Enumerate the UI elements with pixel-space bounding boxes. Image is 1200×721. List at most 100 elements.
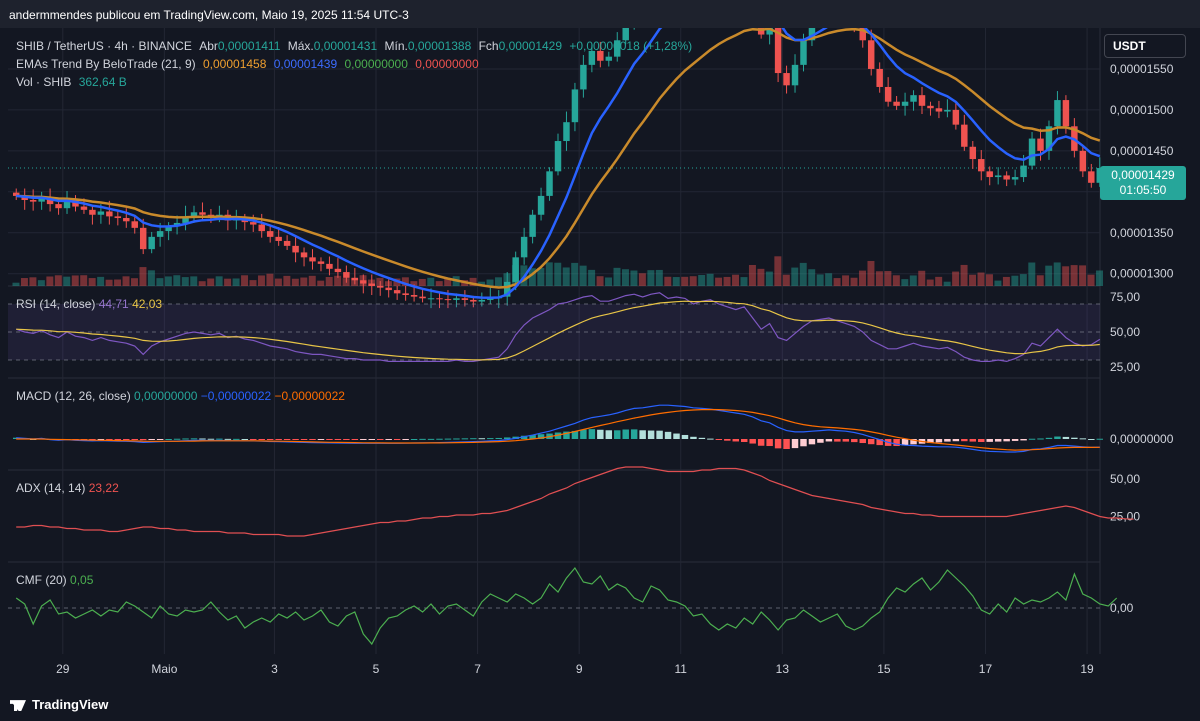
symbol-title[interactable]: SHIB / TetherUS · 4h · BINANCE (16, 39, 192, 53)
candle (139, 227, 147, 250)
macd-hist-bar (334, 439, 342, 440)
volume-bar (300, 277, 308, 286)
candle (80, 206, 88, 210)
price-tick-label: 0,00001300 (1110, 267, 1174, 281)
volume-bar (215, 276, 223, 286)
cmf-tick-label: 0,00 (1110, 601, 1134, 615)
macd-hist-bar (300, 439, 308, 440)
macd-hist-bar (182, 438, 189, 440)
candle (1079, 150, 1087, 172)
macd-line-value: −0,00000022 (200, 389, 272, 403)
macd-hist-bar (148, 439, 155, 440)
ema-label[interactable]: EMAs Trend By BeloTrade (21, 9) (16, 57, 196, 71)
macd-hist-bar (283, 439, 291, 440)
volume-bar (495, 277, 502, 286)
macd-hist-bar (190, 438, 198, 440)
tradingview-logo[interactable]: TradingView (10, 697, 108, 712)
rsi-label[interactable]: RSI (14, close) (16, 297, 96, 311)
macd-hist-bar (156, 439, 164, 440)
macd-hist-bar (707, 438, 714, 440)
adx-label[interactable]: ADX (14, 14) (16, 481, 86, 495)
candle (884, 86, 892, 102)
macd-hist-bar (393, 439, 401, 440)
candle (918, 95, 926, 106)
macd-hist-bar (605, 430, 613, 439)
candle (29, 200, 37, 202)
volume-bar (867, 260, 875, 286)
macd-hist-bar (224, 438, 232, 440)
candle (343, 272, 350, 278)
candle (275, 236, 282, 241)
macd-hist-bar (859, 439, 866, 444)
macd-hist-bar (580, 429, 587, 439)
macd-hist-bar (630, 429, 638, 439)
rsi-ma-value: 42,03 (132, 297, 163, 311)
volume-bar (960, 264, 968, 286)
volume-bar (655, 269, 663, 286)
candle (537, 195, 545, 215)
macd-hist-bar (89, 439, 96, 440)
volume-bar (410, 281, 418, 286)
macd-hist-bar (537, 434, 545, 439)
candle (1045, 126, 1053, 151)
adx-line (16, 466, 1134, 537)
macd-hist-bar (944, 439, 951, 442)
macd-signal-line (16, 408, 1100, 451)
chart-canvas[interactable]: 0,000013000,000013500,000014000,00001450… (8, 28, 1192, 688)
macd-hist-bar (97, 439, 105, 440)
macd-hist-bar (597, 429, 604, 439)
macd-hist-bar (487, 438, 494, 440)
time-tick-label: 15 (877, 662, 891, 676)
candle (986, 171, 993, 178)
candle (419, 296, 426, 299)
volume-bar (97, 276, 105, 286)
macd-hist-bar (317, 439, 325, 440)
candle (546, 171, 553, 196)
candle (1062, 100, 1070, 127)
macd-label[interactable]: MACD (12, 26, close) (16, 389, 131, 403)
volume-bar (748, 264, 756, 286)
volume-bar (808, 269, 816, 286)
candle (393, 290, 401, 294)
cmf-label[interactable]: CMF (20) (16, 573, 67, 587)
macd-hist-bar (377, 439, 384, 440)
cmf-legend: CMF (20) 0,05 (16, 573, 93, 587)
candle (994, 175, 1002, 178)
volume-bar (774, 256, 782, 286)
volume-bar (198, 281, 206, 286)
candle (444, 299, 452, 301)
currency-button[interactable]: USDT (1104, 34, 1186, 58)
volume-bar (681, 276, 689, 286)
macd-hist-bar (563, 431, 570, 439)
candle (317, 261, 325, 264)
ema-fast-line (16, 28, 1101, 299)
macd-hist-bar (461, 438, 469, 440)
adx-value: 23,22 (88, 481, 119, 495)
candle (571, 89, 579, 123)
price-tick-label: 0,00001550 (1110, 62, 1174, 76)
macd-hist-bar (207, 438, 215, 440)
macd-hist-bar (673, 433, 680, 439)
candle (1020, 165, 1027, 178)
price-change: +0,00000018 (+1,28%) (569, 39, 693, 53)
volume-bar (29, 277, 37, 286)
macd-hist-bar (165, 439, 172, 440)
volume-bar (401, 277, 409, 286)
time-tick-label: 11 (675, 662, 688, 676)
candle (588, 50, 596, 65)
macd-hist-bar (791, 439, 799, 449)
ohlc-high-label: Máx. (287, 39, 314, 53)
candle (901, 101, 909, 106)
macd-hist-bar (123, 439, 130, 440)
macd-hist-bar (309, 439, 316, 440)
volume-bar (46, 276, 54, 286)
volume-bar (715, 277, 723, 286)
volume-bar (1096, 270, 1103, 286)
time-tick-label: 7 (474, 662, 481, 676)
volume-label[interactable]: Vol · SHIB (16, 75, 72, 89)
macd-hist-bar (520, 435, 528, 439)
volume-bar (469, 277, 477, 286)
macd-hist-bar (1071, 437, 1078, 439)
macd-hist-bar (927, 439, 934, 444)
volume-bar (943, 281, 951, 286)
